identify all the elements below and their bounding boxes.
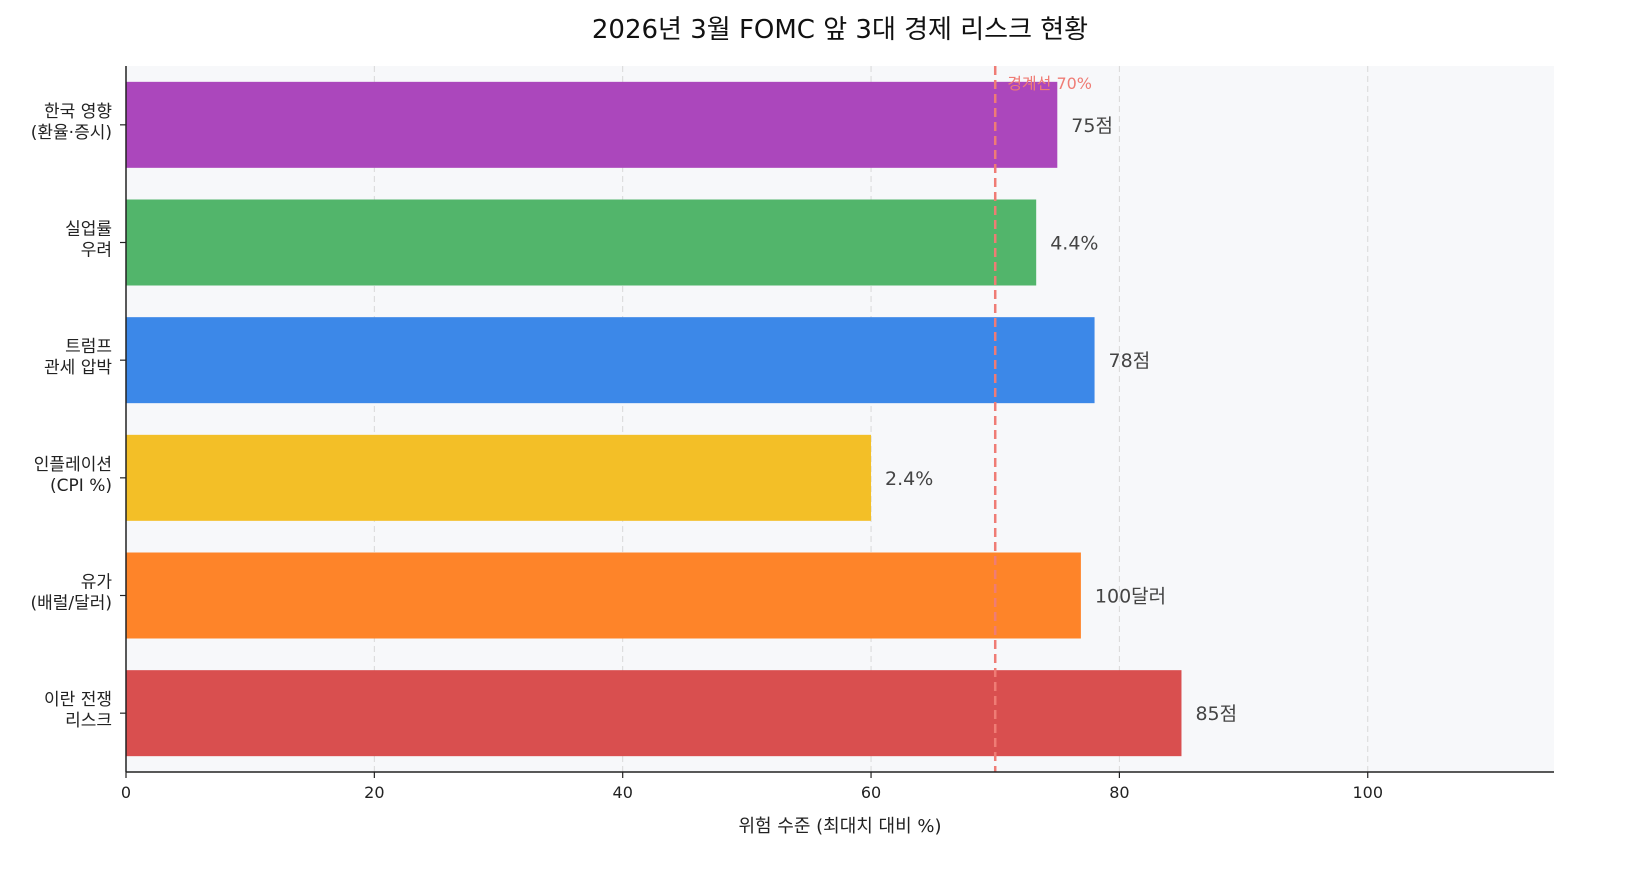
x-ticks: 0 20 40 60 80 100 [121, 772, 1383, 802]
y-tick-label: 이란 전쟁 리스크 [44, 690, 112, 731]
y-tick-label: 한국 영향 (환율·증시) [31, 102, 112, 143]
x-tick-label: 60 [861, 783, 881, 802]
y-tick-label: 유가 (배럴/달러) [30, 573, 112, 614]
x-tick-label: 80 [1109, 783, 1129, 802]
chart-title: 2026년 3월 FOMC 앞 3대 경제 리스크 현황 [592, 15, 1088, 45]
threshold: 경계선 70% [993, 66, 1092, 772]
x-tick-label: 100 [1352, 783, 1383, 802]
y-tick-label: 트럼프 관세 압박 [44, 337, 112, 378]
data-label: 4.4% [1050, 233, 1098, 255]
bar [126, 317, 1095, 404]
data-label: 78점 [1109, 350, 1151, 372]
bar [126, 552, 1081, 639]
x-tick-label: 40 [613, 783, 633, 802]
bar [126, 81, 1058, 168]
data-label: 75점 [1071, 115, 1113, 137]
y-tick-label: 인플레이션 (CPI %) [34, 455, 112, 496]
grid-lines [373, 66, 1369, 772]
x-tick-label: 0 [121, 783, 131, 802]
data-label: 100달러 [1095, 586, 1166, 608]
bar [126, 199, 1037, 286]
bars: 75점 4.4% 78점 2.4% 100달러 85점 [126, 81, 1237, 757]
bar [126, 670, 1182, 757]
threshold-label: 경계선 70% [1007, 74, 1092, 93]
plot-background [126, 66, 1554, 772]
bar [126, 434, 872, 521]
x-axis-label: 위험 수준 (최대치 대비 %) [738, 816, 941, 837]
x-tick-label: 20 [364, 783, 384, 802]
data-label: 85점 [1195, 703, 1237, 725]
data-label: 2.4% [885, 468, 933, 490]
y-tick-label: 실업률 우려 [65, 220, 112, 261]
